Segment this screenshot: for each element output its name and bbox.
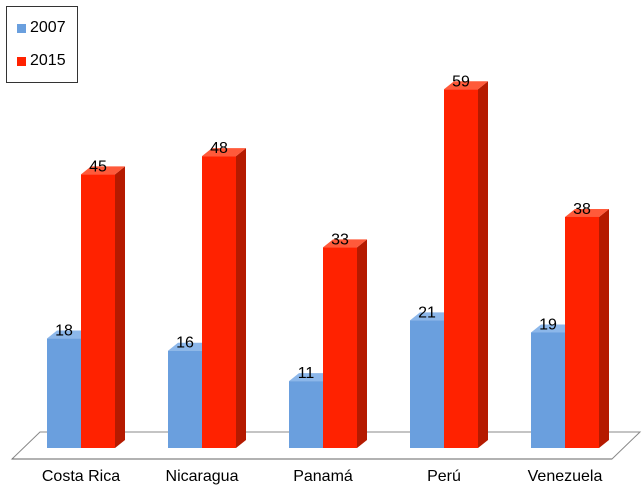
bar-top-2015-nicaragua [202,148,246,157]
bar-front-2007-nicaragua [168,350,202,448]
bar-top-2007-peru [410,312,454,321]
bar-front-2007-panama [289,381,323,448]
bar-top-2007-panama [289,373,333,382]
category-label-peru: Perú [427,468,461,485]
bar-front-2015-nicaragua [202,156,236,448]
data-label-2015-peru: 59 [452,73,470,90]
legend-item-2015: 2015 [17,51,66,71]
bar-front-2007-peru [410,320,444,448]
data-label-2007-peru: 21 [418,304,436,321]
bar-side-2015-peru [478,81,488,448]
data-label-2007-venezuela: 19 [539,316,557,333]
bar-side-2015-panama [357,239,367,448]
chart-legend: 2007 2015 [6,6,78,83]
bar-front-2015-panama [323,247,357,448]
data-label-2015-nicaragua: 48 [210,140,228,157]
legend-swatch-2007 [17,23,26,33]
legend-label-2015: 2015 [30,52,66,69]
bar-side-2015-costa-rica [115,166,125,448]
legend-swatch-2015 [17,56,26,66]
bar-top-2015-costa-rica [81,166,125,175]
data-label-2015-costa-rica: 45 [89,158,107,175]
category-label-costa-rica: Costa Rica [42,468,120,485]
bar-front-2015-peru [444,89,478,448]
bar-2015-costa-rica [81,166,125,448]
category-label-nicaragua: Nicaragua [166,468,239,485]
bar-front-2015-costa-rica [81,174,115,448]
bar-side-2015-nicaragua [236,148,246,448]
bar-top-2007-costa-rica [47,330,91,339]
data-label-2007-nicaragua: 16 [176,335,194,352]
category-label-venezuela: Venezuela [528,468,603,485]
category-axis: Costa Rica Nicaragua Panamá Perú Venezuela [42,468,603,485]
bar-top-2015-venezuela [565,208,609,217]
bar-2015-peru [444,81,488,448]
legend-item-2007: 2007 [17,18,66,38]
bar-top-2007-nicaragua [168,342,212,351]
bar-2015-panama [323,239,367,448]
bar-top-2015-panama [323,239,367,248]
data-label-2007-costa-rica: 18 [55,323,73,340]
bars-layer [47,81,609,448]
bar-top-2007-venezuela [531,324,575,333]
bar-2015-venezuela [565,208,609,448]
data-label-2015-venezuela: 38 [573,201,591,218]
bar-top-2015-peru [444,81,488,90]
data-label-2015-panama: 33 [331,231,349,248]
bar-front-2015-venezuela [565,216,599,448]
data-labels-layer: 18 45 16 48 11 33 21 59 19 38 [55,73,591,382]
bar-front-2007-venezuela [531,332,565,448]
data-label-2007-panama: 11 [298,365,315,382]
category-label-panama: Panamá [293,468,353,485]
bar-side-2015-venezuela [599,208,609,448]
bar-front-2007-costa-rica [47,338,81,448]
bar-2015-nicaragua [202,148,246,448]
legend-label-2007: 2007 [30,19,66,36]
